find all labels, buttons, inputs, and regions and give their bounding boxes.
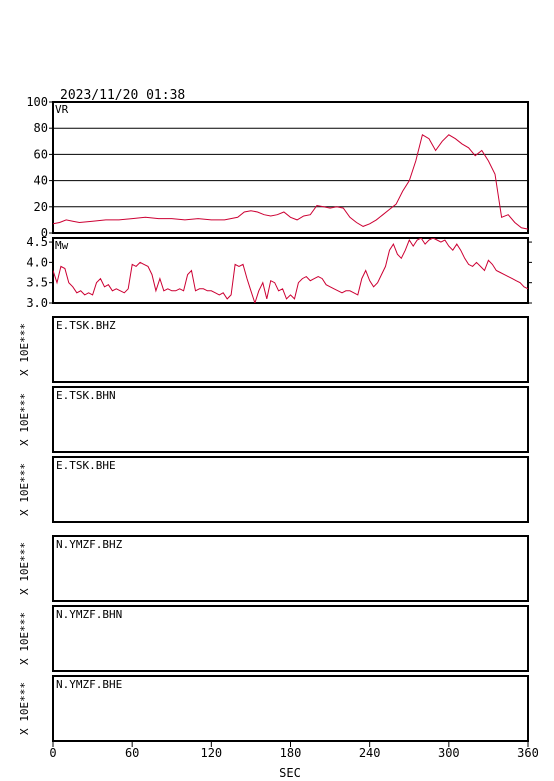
station-panel-label: N.YMZF.BHE <box>56 678 122 691</box>
station-panel-n-ymzf-bhe: N.YMZF.BHE X 10E*** <box>18 675 529 742</box>
x-tick-label: 240 <box>359 746 381 760</box>
vr-series-line <box>53 134 528 230</box>
vr-ytick-label: 0 <box>41 226 48 240</box>
station-panel-ylabel: X 10E*** <box>18 393 31 446</box>
mw-ytick-label: 3.0 <box>26 296 48 310</box>
x-tick-label: 180 <box>280 746 302 760</box>
station-panel-n-ymzf-bhn: N.YMZF.BHN X 10E*** <box>18 605 529 672</box>
station-panel-label: N.YMZF.BHN <box>56 608 122 621</box>
mw-ytick-label: 4.0 <box>26 255 48 269</box>
x-tick-label: 360 <box>517 746 539 760</box>
vr-frame <box>52 101 529 234</box>
mw-panel: 3.0 3.5 4.0 4.5 Mw <box>26 235 532 310</box>
station-panel-ylabel: X 10E*** <box>18 463 31 516</box>
vr-ytick-label: 20 <box>34 200 48 214</box>
station-panel-frame <box>52 605 529 672</box>
station-panel-ylabel: X 10E*** <box>18 612 31 665</box>
station-panel-ylabel: X 10E*** <box>18 323 31 376</box>
station-panel-e-tsk-bhn: E.TSK.BHN X 10E*** <box>18 386 529 453</box>
station-panel-ylabel: X 10E*** <box>18 682 31 735</box>
station-panel-e-tsk-bhz: E.TSK.BHZ X 10E*** <box>18 316 529 383</box>
vr-ytick-label: 60 <box>34 147 48 161</box>
station-panel-frame <box>52 316 529 383</box>
vr-title: VR <box>55 103 69 116</box>
vr-ytick-label: 80 <box>34 121 48 135</box>
x-tick-label: 0 <box>49 746 56 760</box>
vr-ytick-label: 100 <box>26 95 48 109</box>
station-panel-label: E.TSK.BHZ <box>56 319 116 332</box>
station-panel-e-tsk-bhe: E.TSK.BHE X 10E*** <box>18 456 529 523</box>
station-panel-label: E.TSK.BHN <box>56 389 116 402</box>
station-panel-n-ymzf-bhz: N.YMZF.BHZ X 10E*** <box>18 535 529 602</box>
timestamp-label: 2023/11/20 01:38 <box>60 88 185 103</box>
mw-title: Mw <box>55 239 69 252</box>
station-panel-frame <box>52 675 529 742</box>
station-panel-frame <box>52 456 529 523</box>
x-axis-label: SEC <box>279 766 301 780</box>
x-tick-label: 120 <box>200 746 222 760</box>
x-tick-label: 60 <box>125 746 139 760</box>
station-panel-ylabel: X 10E*** <box>18 542 31 595</box>
station-panel-frame <box>52 535 529 602</box>
station-panel-label: N.YMZF.BHZ <box>56 538 123 551</box>
station-panel-label: E.TSK.BHE <box>56 459 116 472</box>
x-tick-label: 300 <box>438 746 460 760</box>
station-panel-frame <box>52 386 529 453</box>
mw-ytick-label: 4.5 <box>26 235 48 249</box>
mw-ytick-label: 3.5 <box>26 276 48 290</box>
vr-panel: 0 20 40 60 80 100 VR <box>26 95 529 240</box>
mw-series-line <box>53 238 528 303</box>
x-axis: 0 60 120 180 240 300 360 SEC <box>49 741 539 780</box>
vr-ytick-label: 40 <box>34 174 48 188</box>
